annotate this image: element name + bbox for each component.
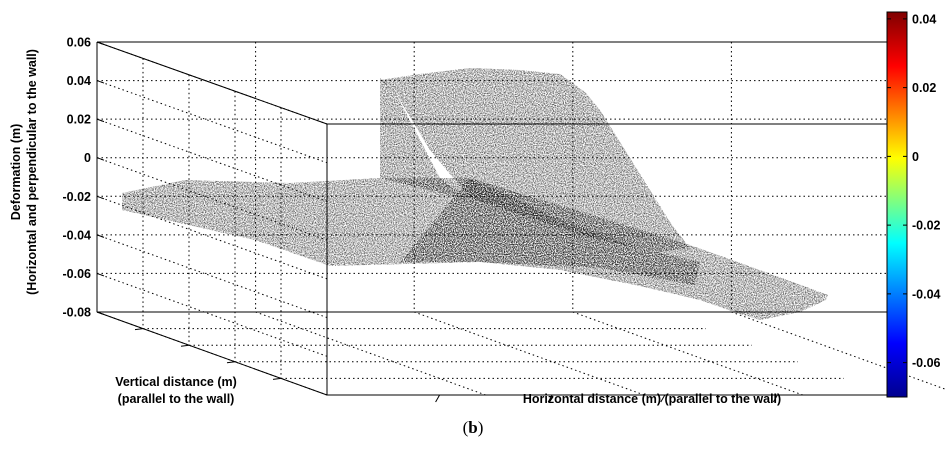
z-tick-mark — [96, 272, 105, 277]
colorbar-tick-label: -0.02 — [912, 219, 941, 233]
z-tick-label: 0.02 — [67, 113, 91, 127]
caption-open-paren: ( — [462, 418, 469, 437]
colorbar-tick-label: 0.02 — [912, 81, 936, 95]
colorbar-tick-label: -0.06 — [912, 356, 941, 370]
y-axis-title-line2: (parallel to the wall) — [118, 392, 235, 406]
y-tick-mark — [272, 377, 282, 380]
grid-line — [414, 311, 645, 396]
floor-axis-ticks — [134, 328, 778, 403]
caption-close-paren: ) — [477, 418, 484, 437]
colorbar-tick-label: 0.04 — [912, 12, 936, 26]
x-axis-title: Horizontal distance (m) (parallel to the… — [523, 392, 781, 406]
z-axis-ticks: 0.06 0.04 0.02 0 -0.02 -0.04 -0.06 -0.08 — [63, 36, 105, 320]
surface-low-region — [400, 178, 828, 320]
surface-raised-region — [380, 68, 690, 252]
z-tick-mark — [96, 157, 105, 161]
colorbar-ticks: 0.04 0.02 0 -0.02 -0.04 -0.06 — [887, 12, 941, 370]
surface-plot: 0.06 0.04 0.02 0 -0.02 -0.04 -0.06 -0.08 Deform… — [9, 11, 946, 406]
z-tick-label: -0.04 — [63, 228, 92, 242]
grid-line — [96, 234, 328, 319]
z-tick-label: -0.06 — [63, 267, 92, 281]
z-axis-title-line1: Deformation (m) — [9, 124, 23, 221]
y-tick-mark — [226, 361, 236, 364]
z-tick-label: 0.04 — [67, 74, 91, 88]
y-tick-mark — [180, 344, 190, 347]
z-tick-mark — [96, 118, 105, 123]
grid-line — [96, 80, 328, 164]
colorbar — [886, 11, 908, 398]
z-tick-mark — [96, 80, 105, 84]
axes-box-front — [326, 123, 890, 396]
grid-line — [572, 311, 803, 396]
y-axis-title-line1: Vertical distance (m) — [115, 375, 237, 389]
caption-letter: b — [468, 418, 478, 437]
grid-line — [96, 272, 328, 357]
x-tick-mark — [660, 394, 666, 403]
z-tick-mark — [96, 234, 105, 238]
x-tick-mark — [547, 394, 553, 403]
surface-block-wall — [380, 78, 470, 200]
box-edge — [96, 41, 328, 125]
z-tick-label: 0 — [84, 151, 91, 165]
colorbar-tick-label: -0.04 — [912, 287, 941, 301]
colorbar-tick-label: 0 — [912, 150, 919, 164]
x-tick-mark — [435, 394, 441, 403]
z-axis-title-line2: (Horizontal and perpendicular to the wal… — [25, 49, 39, 295]
grid-line — [255, 311, 486, 396]
z-tick-label: -0.08 — [63, 306, 92, 320]
deformation-surface — [122, 68, 828, 320]
z-tick-label: -0.02 — [63, 190, 92, 204]
y-tick-mark — [134, 328, 144, 331]
grid-line — [731, 311, 946, 390]
x-tick-mark — [772, 394, 778, 403]
z-tick-mark — [96, 195, 105, 200]
z-tick-mark — [96, 41, 105, 45]
z-tick-label: 0.06 — [67, 36, 91, 50]
figure-caption: (b) — [0, 418, 946, 438]
z-tick-mark — [96, 311, 105, 315]
box-edge — [96, 311, 328, 396]
